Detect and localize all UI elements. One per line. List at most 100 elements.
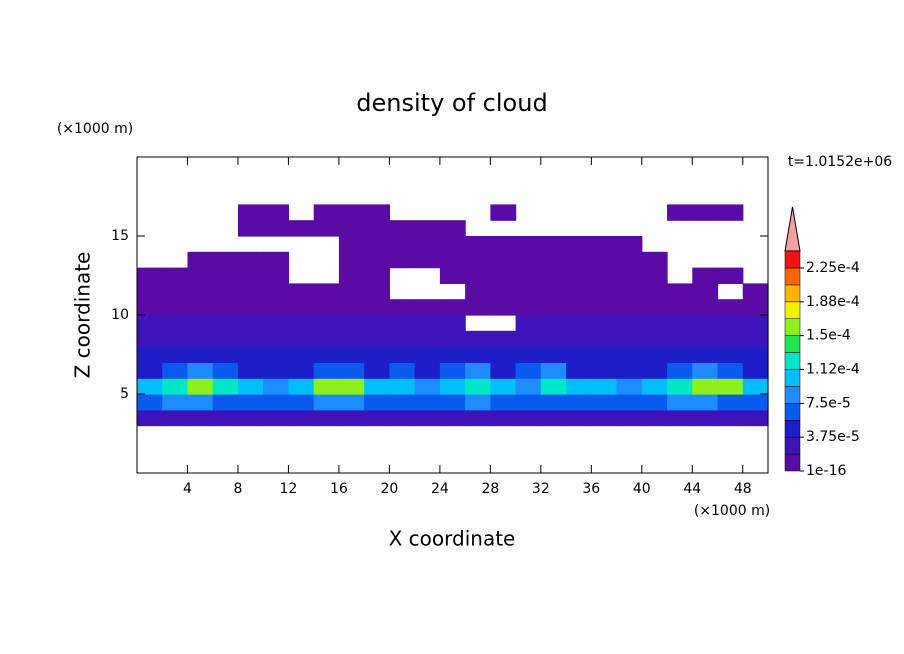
contour-cell xyxy=(717,299,744,316)
contour-cell xyxy=(212,394,239,411)
contour-cell xyxy=(591,251,618,269)
contour-cell xyxy=(288,220,315,237)
contour-cell xyxy=(667,315,693,332)
contour-cell xyxy=(162,394,189,411)
contour-cell xyxy=(742,346,769,363)
contour-cell xyxy=(490,204,517,221)
contour-cell xyxy=(338,251,365,269)
contour-cell xyxy=(414,362,441,379)
contour-cell xyxy=(237,346,264,363)
contour-cell xyxy=(338,394,365,411)
contour-cell xyxy=(187,362,214,379)
contour-cell xyxy=(591,299,618,316)
contour-cell xyxy=(439,315,466,332)
contour-cell xyxy=(414,394,441,411)
contour-cell xyxy=(338,330,365,348)
contour-cell xyxy=(364,283,390,300)
contour-cell xyxy=(591,330,618,348)
contour-cell xyxy=(313,315,340,332)
contour-cell xyxy=(389,394,416,411)
contour-cell xyxy=(515,330,542,348)
contour-cell xyxy=(439,267,466,284)
contour-cell xyxy=(616,299,643,316)
contour-cell xyxy=(313,394,340,411)
contour-cell xyxy=(288,378,315,395)
contour-cell xyxy=(414,236,441,253)
y-unit: (×1000 m) xyxy=(57,121,133,137)
time-label: t=1.0152e+06 xyxy=(788,154,892,170)
contour-cell xyxy=(263,409,290,427)
contour-cell xyxy=(288,299,315,316)
contour-cell xyxy=(137,346,163,363)
contour-cell xyxy=(137,378,163,395)
contour-cell xyxy=(591,267,618,284)
contour-cell xyxy=(237,362,264,379)
colorbar-band xyxy=(784,267,801,286)
contour-cell xyxy=(591,346,618,363)
contour-cell xyxy=(742,409,769,427)
contour-cell xyxy=(692,267,719,284)
contour-cell xyxy=(540,362,567,379)
contour-cell xyxy=(692,362,719,379)
contour-cell xyxy=(162,378,189,395)
colorbar-band xyxy=(784,403,801,421)
contour-cell xyxy=(591,394,618,411)
colorbar-band xyxy=(784,369,801,387)
contour-cell xyxy=(137,409,163,427)
contour-cell xyxy=(742,394,769,411)
contour-cell xyxy=(742,378,769,395)
contour-cell xyxy=(515,346,542,363)
contour-cell xyxy=(566,409,592,427)
colorbar-tick-label: 1.88e-4 xyxy=(806,294,860,310)
contour-cell xyxy=(616,236,643,253)
contour-cell xyxy=(389,315,416,332)
contour-cell xyxy=(591,362,618,379)
contour-cell xyxy=(439,394,466,411)
contour-cell xyxy=(490,299,517,316)
contour-cell xyxy=(313,330,340,348)
contour-cell xyxy=(667,330,693,348)
contour-cell xyxy=(717,362,744,379)
contour-cell xyxy=(616,251,643,269)
contour-cell xyxy=(490,251,517,269)
contour-cell xyxy=(137,299,163,316)
contour-cell xyxy=(490,394,517,411)
contour-cell xyxy=(465,409,491,427)
contour-cell xyxy=(187,394,214,411)
contour-cell xyxy=(288,283,315,300)
x-tick-label: 48 xyxy=(734,481,752,497)
contour-cell xyxy=(742,315,769,332)
contour-cell xyxy=(263,330,290,348)
contour-cell xyxy=(465,346,491,363)
contour-cell xyxy=(717,378,744,395)
contour-cell xyxy=(465,267,491,284)
contour-cell xyxy=(717,346,744,363)
contour-cell xyxy=(364,409,390,427)
contour-cell xyxy=(717,409,744,427)
x-tick-label: 36 xyxy=(582,481,600,497)
contour-cell xyxy=(616,315,643,332)
contour-cell xyxy=(338,236,365,253)
contour-cell xyxy=(137,267,163,284)
contour-cell xyxy=(465,362,491,379)
x-tick-label: 16 xyxy=(330,481,348,497)
contour-cell xyxy=(364,299,390,316)
contour-cell xyxy=(439,251,466,269)
contour-cell xyxy=(566,283,592,300)
colorbar-band xyxy=(784,318,801,336)
colorbar-band xyxy=(784,335,801,353)
contour-cell xyxy=(490,362,517,379)
contour-cell xyxy=(237,251,264,269)
contour-cell xyxy=(490,330,517,348)
contour-cell xyxy=(187,251,214,269)
x-tick-label: 28 xyxy=(481,481,499,497)
contour-cell xyxy=(162,346,189,363)
contour-cell xyxy=(515,267,542,284)
contour-cell xyxy=(566,299,592,316)
x-tick-label: 12 xyxy=(280,481,298,497)
contour-cell xyxy=(212,346,239,363)
contour-cell xyxy=(490,409,517,427)
contour-cell xyxy=(465,394,491,411)
contour-cell xyxy=(187,378,214,395)
contour-cell xyxy=(692,204,719,221)
